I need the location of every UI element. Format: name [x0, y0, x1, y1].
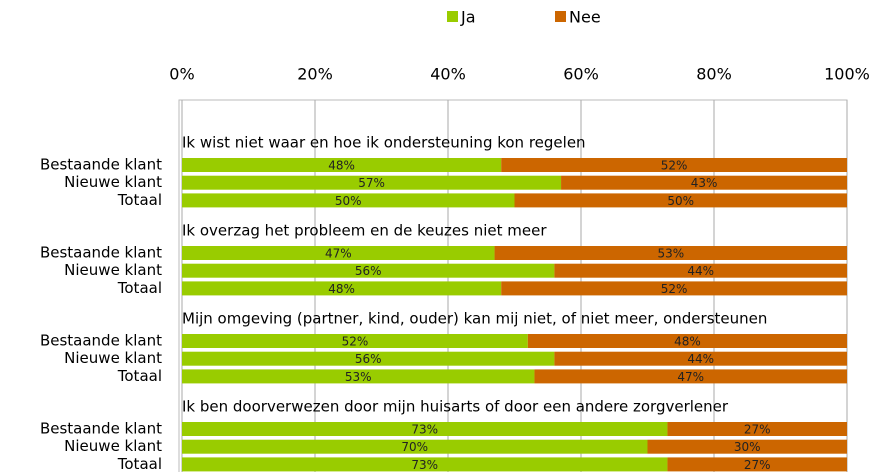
x-tick-label: 0% — [169, 65, 194, 84]
group-title: Ik ben doorverwezen door mijn huisarts o… — [182, 398, 729, 416]
y-tick-label: Totaal — [117, 279, 162, 297]
x-tick-label: 20% — [297, 65, 333, 84]
value-label: 50% — [335, 194, 362, 208]
value-label: 57% — [358, 176, 385, 190]
bar-segment — [501, 281, 847, 296]
x-tick-label: 60% — [563, 65, 599, 84]
value-label: 48% — [328, 282, 355, 296]
value-label: 73% — [411, 458, 438, 472]
bar-segment — [182, 281, 502, 296]
value-label: 43% — [691, 176, 718, 190]
value-label: 30% — [734, 440, 761, 454]
group-title: Mijn omgeving (partner, kind, ouder) kan… — [182, 310, 767, 328]
y-tick-label: Bestaande klant — [40, 420, 162, 438]
legend-swatch — [555, 11, 566, 22]
value-label: 27% — [744, 423, 771, 437]
value-label: 70% — [401, 440, 428, 454]
bar-segment — [667, 422, 847, 436]
bar-segment — [514, 193, 847, 208]
x-tick-label: 80% — [696, 65, 732, 84]
value-label: 48% — [328, 159, 355, 173]
bar-segment — [534, 369, 847, 384]
y-tick-label: Bestaande klant — [40, 244, 162, 262]
bar-segment — [182, 351, 555, 366]
value-label: 47% — [677, 370, 704, 384]
legend-label: Nee — [569, 8, 601, 27]
x-tick-label: 40% — [430, 65, 466, 84]
bar-segment — [182, 369, 535, 384]
bar-segment — [182, 422, 668, 436]
x-tick-label: 100% — [824, 65, 870, 84]
y-tick-label: Nieuwe klant — [64, 261, 162, 279]
y-tick-label: Totaal — [117, 367, 162, 385]
bar-segment — [647, 439, 847, 454]
value-label: 44% — [687, 352, 714, 366]
y-tick-label: Nieuwe klant — [64, 173, 162, 191]
y-tick-label: Bestaande klant — [40, 156, 162, 174]
bar-segment — [554, 351, 847, 366]
legend-label: Ja — [460, 8, 476, 27]
value-label: 47% — [325, 247, 352, 261]
bar-segment — [561, 175, 847, 190]
bar-segment — [667, 457, 847, 472]
value-label: 52% — [342, 335, 369, 349]
y-tick-label: Bestaande klant — [40, 332, 162, 350]
y-tick-label: Nieuwe klant — [64, 437, 162, 455]
bar-segment — [501, 158, 847, 172]
value-label: 53% — [657, 247, 684, 261]
bar-segment — [182, 158, 502, 172]
value-label: 48% — [674, 335, 701, 349]
group-title: Ik overzag het probleem en de keuzes nie… — [182, 222, 547, 240]
bar-segment — [182, 175, 562, 190]
value-label: 56% — [355, 352, 382, 366]
value-label: 50% — [667, 194, 694, 208]
group-title: Ik wist niet waar en hoe ik ondersteunin… — [182, 134, 586, 152]
bar-segment — [182, 334, 528, 348]
value-label: 52% — [661, 159, 688, 173]
bar-segment — [182, 246, 495, 260]
bar-segment — [182, 193, 515, 208]
y-tick-label: Totaal — [117, 191, 162, 209]
bar-segment — [554, 263, 847, 278]
value-label: 56% — [355, 264, 382, 278]
y-tick-label: Nieuwe klant — [64, 349, 162, 367]
bar-segment — [182, 263, 555, 278]
value-label: 44% — [687, 264, 714, 278]
bar-segment — [527, 334, 847, 348]
value-label: 53% — [345, 370, 372, 384]
y-tick-label: Totaal — [117, 455, 162, 472]
bar-segment — [494, 246, 847, 260]
bar-segment — [182, 439, 648, 454]
value-label: 52% — [661, 282, 688, 296]
value-label: 73% — [411, 423, 438, 437]
bar-segment — [182, 457, 668, 472]
legend-swatch — [447, 11, 458, 22]
value-label: 27% — [744, 458, 771, 472]
